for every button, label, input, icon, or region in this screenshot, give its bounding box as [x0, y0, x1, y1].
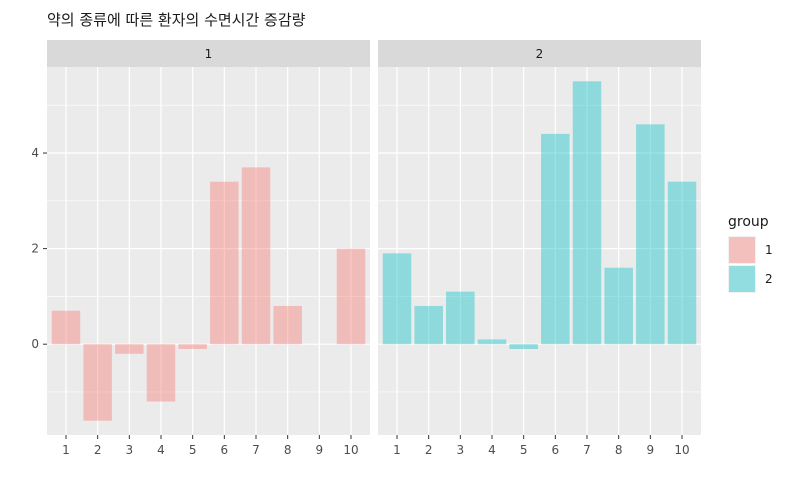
x-tick-label: 7	[583, 443, 591, 457]
bar-group1-2	[83, 344, 112, 421]
legend-label: 1	[765, 243, 773, 257]
y-tick-label: 4	[31, 146, 39, 160]
bar-group1-6	[210, 181, 239, 345]
y-axis: 0 2 4	[31, 146, 47, 351]
bar-group2-10	[667, 181, 697, 345]
x-tick-label: 2	[425, 443, 433, 457]
bar-group2-7	[572, 81, 602, 345]
legend-title: group	[728, 214, 769, 230]
x-tick-label: 1	[62, 443, 70, 457]
facet-panels: 1 1 2 3 4 5 6 7 8 9 10 2 1 2 3 4 5 6 7 8 9 10	[47, 40, 701, 457]
x-tick-label: 10	[343, 443, 358, 457]
x-tick-label: 6	[221, 443, 229, 457]
x-tick-label: 8	[284, 443, 292, 457]
x-tick-label: 3	[457, 443, 465, 457]
bar-group2-1	[382, 253, 412, 345]
x-tick-label: 8	[615, 443, 623, 457]
chart-title: 약의 종류에 따른 환자의 수면시간 증감량	[47, 11, 306, 29]
bar-group2-4	[477, 339, 507, 345]
bar-group2-8	[604, 267, 633, 345]
x-tick-label: 9	[647, 443, 655, 457]
panel-background	[378, 67, 701, 435]
x-tick-label: 4	[488, 443, 496, 457]
bar-group2-3	[446, 291, 475, 345]
bar-group1-7	[241, 167, 271, 345]
x-tick-label: 6	[552, 443, 560, 457]
facet-panel-1: 1 1 2 3 4 5 6 7 8 9 10	[47, 40, 370, 457]
legend: group 1 2	[728, 214, 773, 293]
facet-strip-label: 2	[536, 47, 544, 61]
bar-group2-6	[541, 133, 570, 345]
legend-label: 2	[765, 272, 773, 286]
facet-panel-2: 2 1 2 3 4 5 6 7 8 9 10	[378, 40, 701, 457]
x-tick-label: 1	[393, 443, 401, 457]
x-tick-label: 2	[94, 443, 102, 457]
x-tick-label: 4	[157, 443, 165, 457]
y-tick-label: 0	[31, 337, 39, 351]
bar-group1-4	[146, 344, 176, 402]
bar-group2-5	[509, 344, 538, 349]
y-tick-label: 2	[31, 242, 39, 256]
bar-group1-1	[51, 310, 81, 345]
legend-key-2	[729, 266, 755, 292]
x-tick-label: 10	[674, 443, 689, 457]
x-tick-label: 9	[316, 443, 324, 457]
facet-strip	[378, 40, 701, 67]
facet-strip	[47, 40, 370, 67]
bar-group1-8	[273, 305, 302, 345]
x-tick-label: 7	[252, 443, 260, 457]
legend-key-background	[728, 265, 756, 293]
x-tick-label: 5	[189, 443, 197, 457]
legend-key-1	[729, 237, 755, 263]
bar-group2-2	[414, 305, 443, 345]
bar-group1-5	[178, 344, 207, 349]
bar-group1-3	[115, 344, 144, 354]
x-tick-label: 3	[126, 443, 134, 457]
panel-background	[47, 67, 370, 435]
bar-group1-10	[336, 248, 366, 345]
facet-strip-label: 1	[205, 47, 213, 61]
legend-key-background	[728, 236, 756, 264]
x-tick-label: 5	[520, 443, 528, 457]
bar-group2-9	[636, 124, 665, 345]
